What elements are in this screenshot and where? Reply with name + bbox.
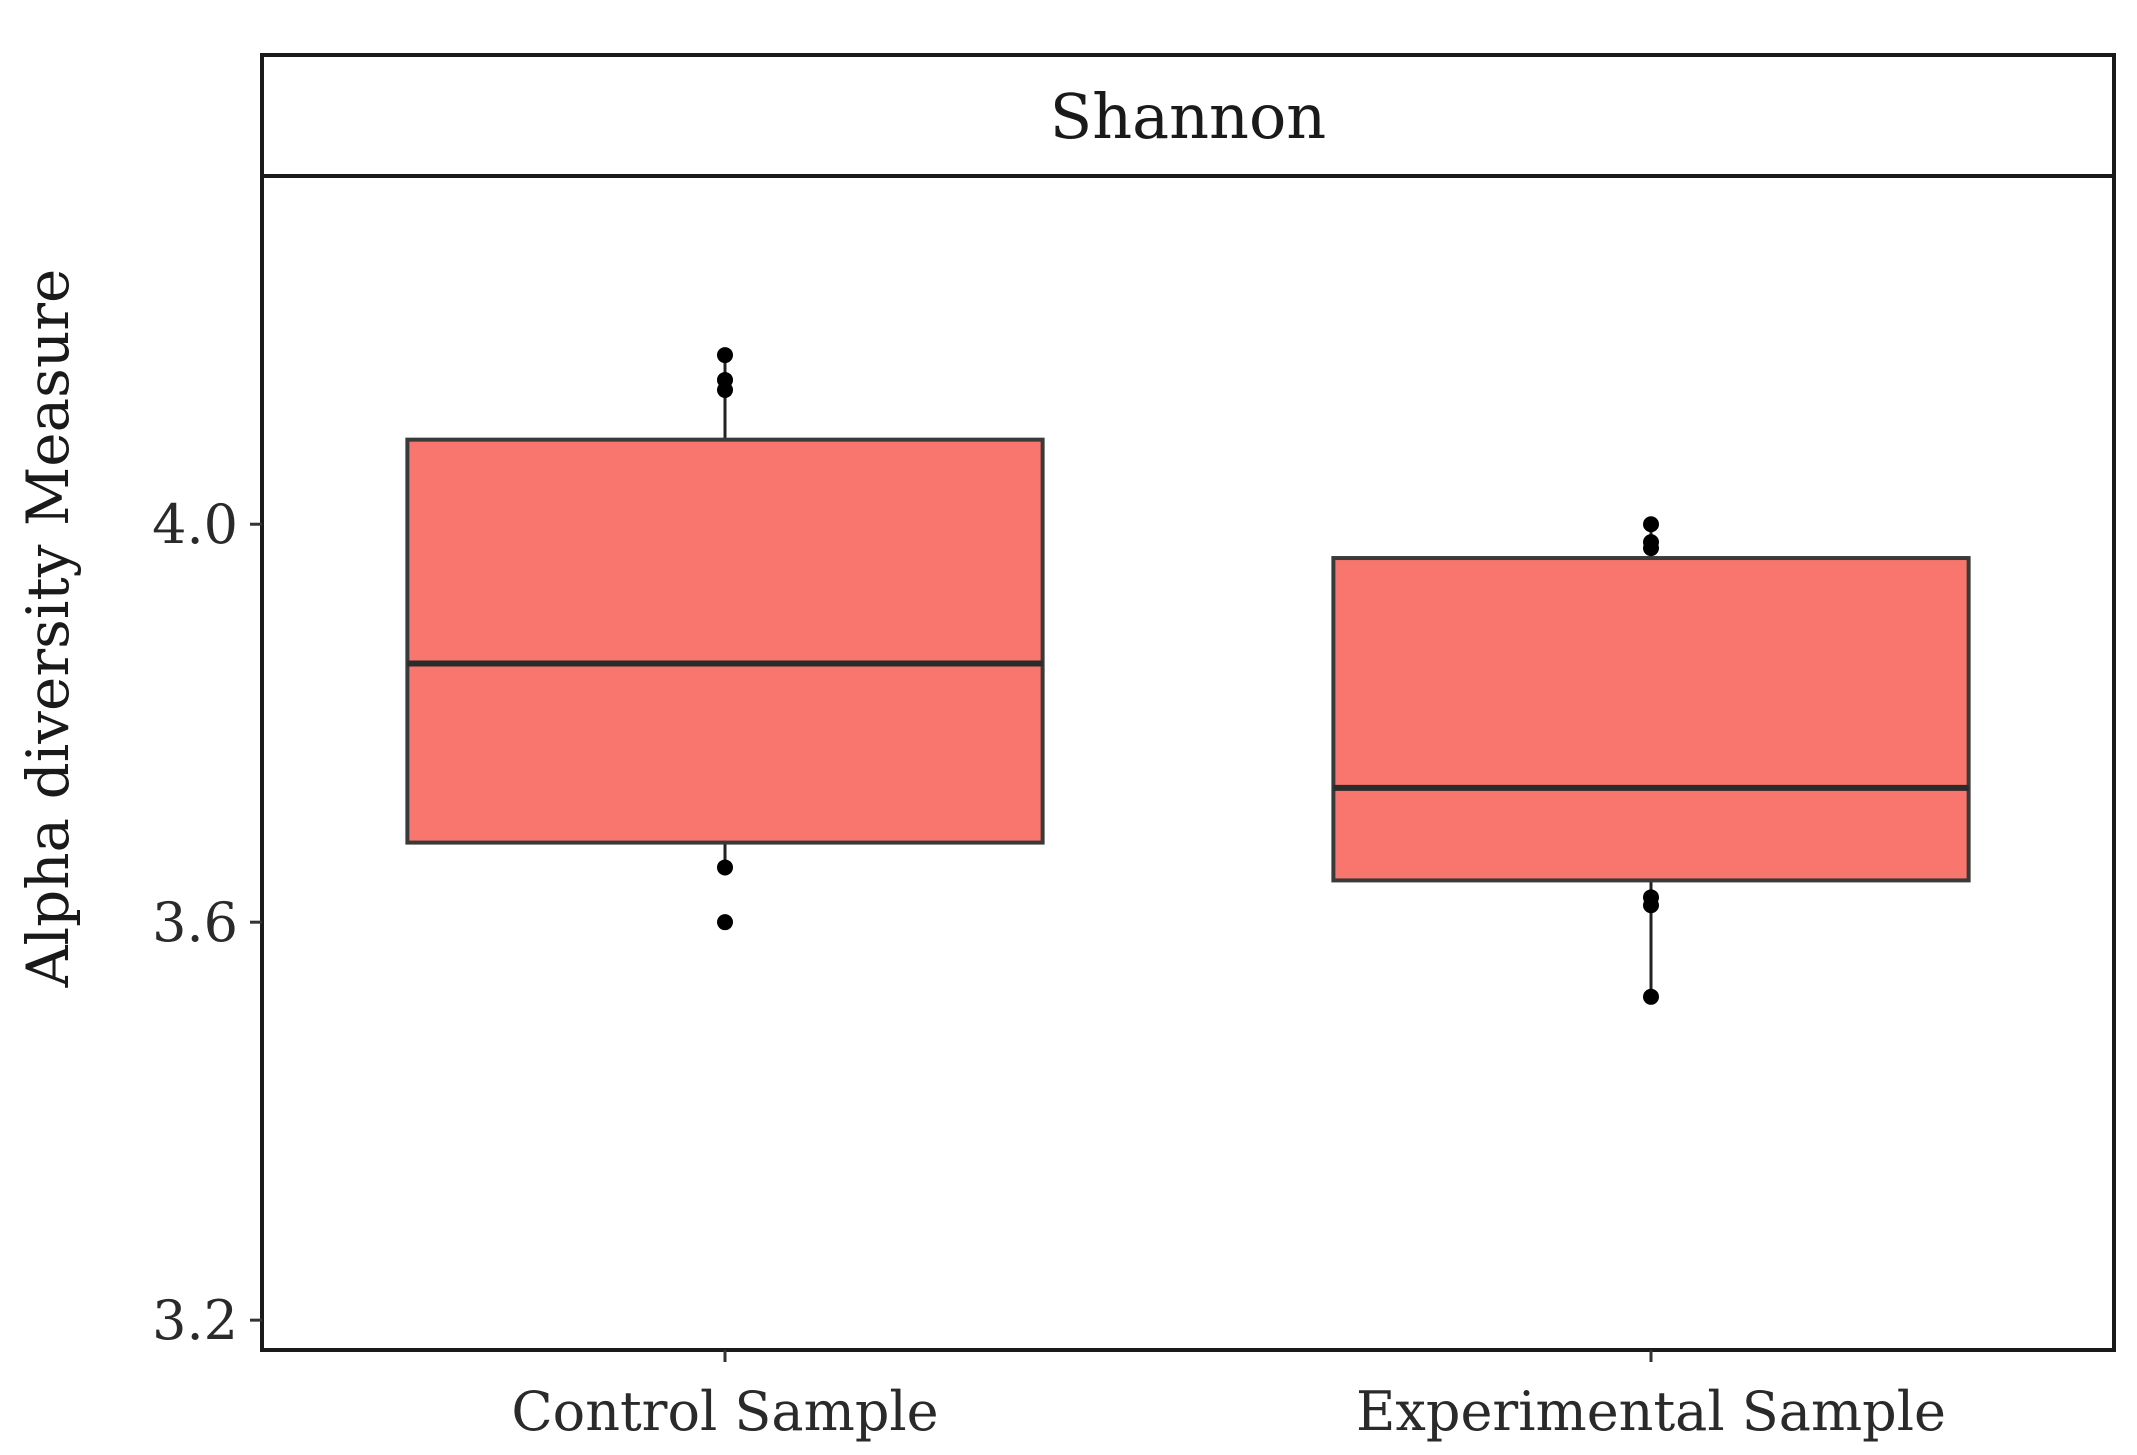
facet-title: Shannon xyxy=(1050,80,1327,153)
box-1 xyxy=(405,347,1045,931)
data-point xyxy=(717,914,733,931)
boxes-group xyxy=(405,347,1971,1005)
y-axis: 3.2 3.6 4.0 xyxy=(152,493,262,1352)
data-point xyxy=(1643,540,1659,557)
x-tick-label: Experimental Sample xyxy=(1356,1380,1946,1443)
x-tick-label: Control Sample xyxy=(511,1380,938,1443)
data-point xyxy=(1643,988,1659,1005)
box-body xyxy=(405,437,1045,845)
y-tick-label: 3.6 xyxy=(152,891,238,954)
y-axis-title: Alpha diversity Measure xyxy=(14,269,82,989)
data-point xyxy=(1643,516,1659,533)
box-2 xyxy=(1331,516,1971,1005)
y-tick-label: 4.0 xyxy=(152,493,238,556)
x-axis: Control Sample Experimental Sample xyxy=(511,1350,1946,1443)
data-point xyxy=(717,859,733,876)
y-tick-label: 3.2 xyxy=(152,1289,238,1352)
data-point xyxy=(1643,897,1659,914)
data-point xyxy=(717,381,733,398)
facet-strip xyxy=(260,53,2116,178)
box-body xyxy=(1331,556,1971,883)
data-point xyxy=(717,347,733,364)
